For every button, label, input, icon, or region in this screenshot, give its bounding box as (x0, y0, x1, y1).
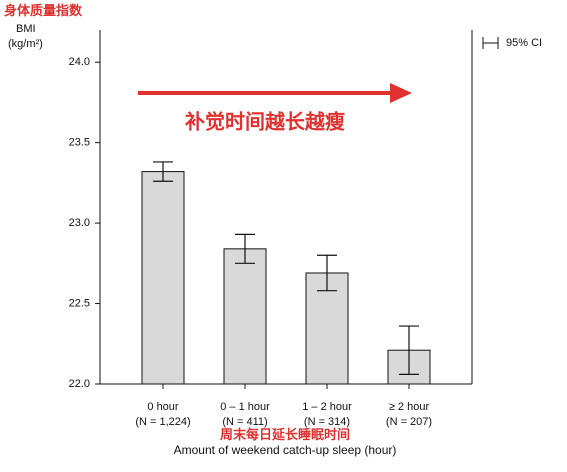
bar (305, 272, 349, 385)
x-tick-label: ≥ 2 hour (389, 401, 430, 413)
error-bar (235, 233, 255, 264)
y-axis-unit: (kg/m²) (8, 38, 43, 50)
x-tick-note: (N = 314) (304, 416, 350, 428)
arrow (138, 83, 412, 103)
x-tick-note: (N = 1,224) (135, 416, 190, 428)
legend-icon (482, 37, 499, 49)
y-axis-label: BMI (16, 23, 36, 35)
x-tick-note: (N = 411) (222, 416, 267, 428)
annotation-center: 补觉时间越长越瘦 (184, 110, 345, 134)
error-bar (399, 325, 419, 375)
annotation-bottom: 周末每日延长睡眠时间 (220, 427, 350, 442)
y-tick-label: 24.0 (69, 56, 90, 68)
x-axis-label: Amount of weekend catch-up sleep (hour) (174, 443, 397, 457)
y-tick-label: 22.0 (69, 378, 90, 390)
legend-label: 95% CI (506, 37, 542, 49)
y-tick-label: 23.5 (69, 137, 90, 149)
x-tick-note: (N = 207) (386, 416, 432, 428)
x-tick-label: 0 – 1 hour (220, 401, 270, 413)
y-tick-label: 22.5 (69, 297, 90, 309)
x-tick-label: 1 – 2 hour (302, 401, 352, 413)
bar (223, 248, 267, 385)
error-bar (317, 254, 337, 292)
annotation-top: 身体质量指数 (4, 3, 83, 18)
error-bar (153, 161, 173, 182)
bar (141, 171, 185, 385)
y-tick-label: 23.0 (69, 217, 90, 229)
x-tick-label: 0 hour (147, 401, 179, 413)
